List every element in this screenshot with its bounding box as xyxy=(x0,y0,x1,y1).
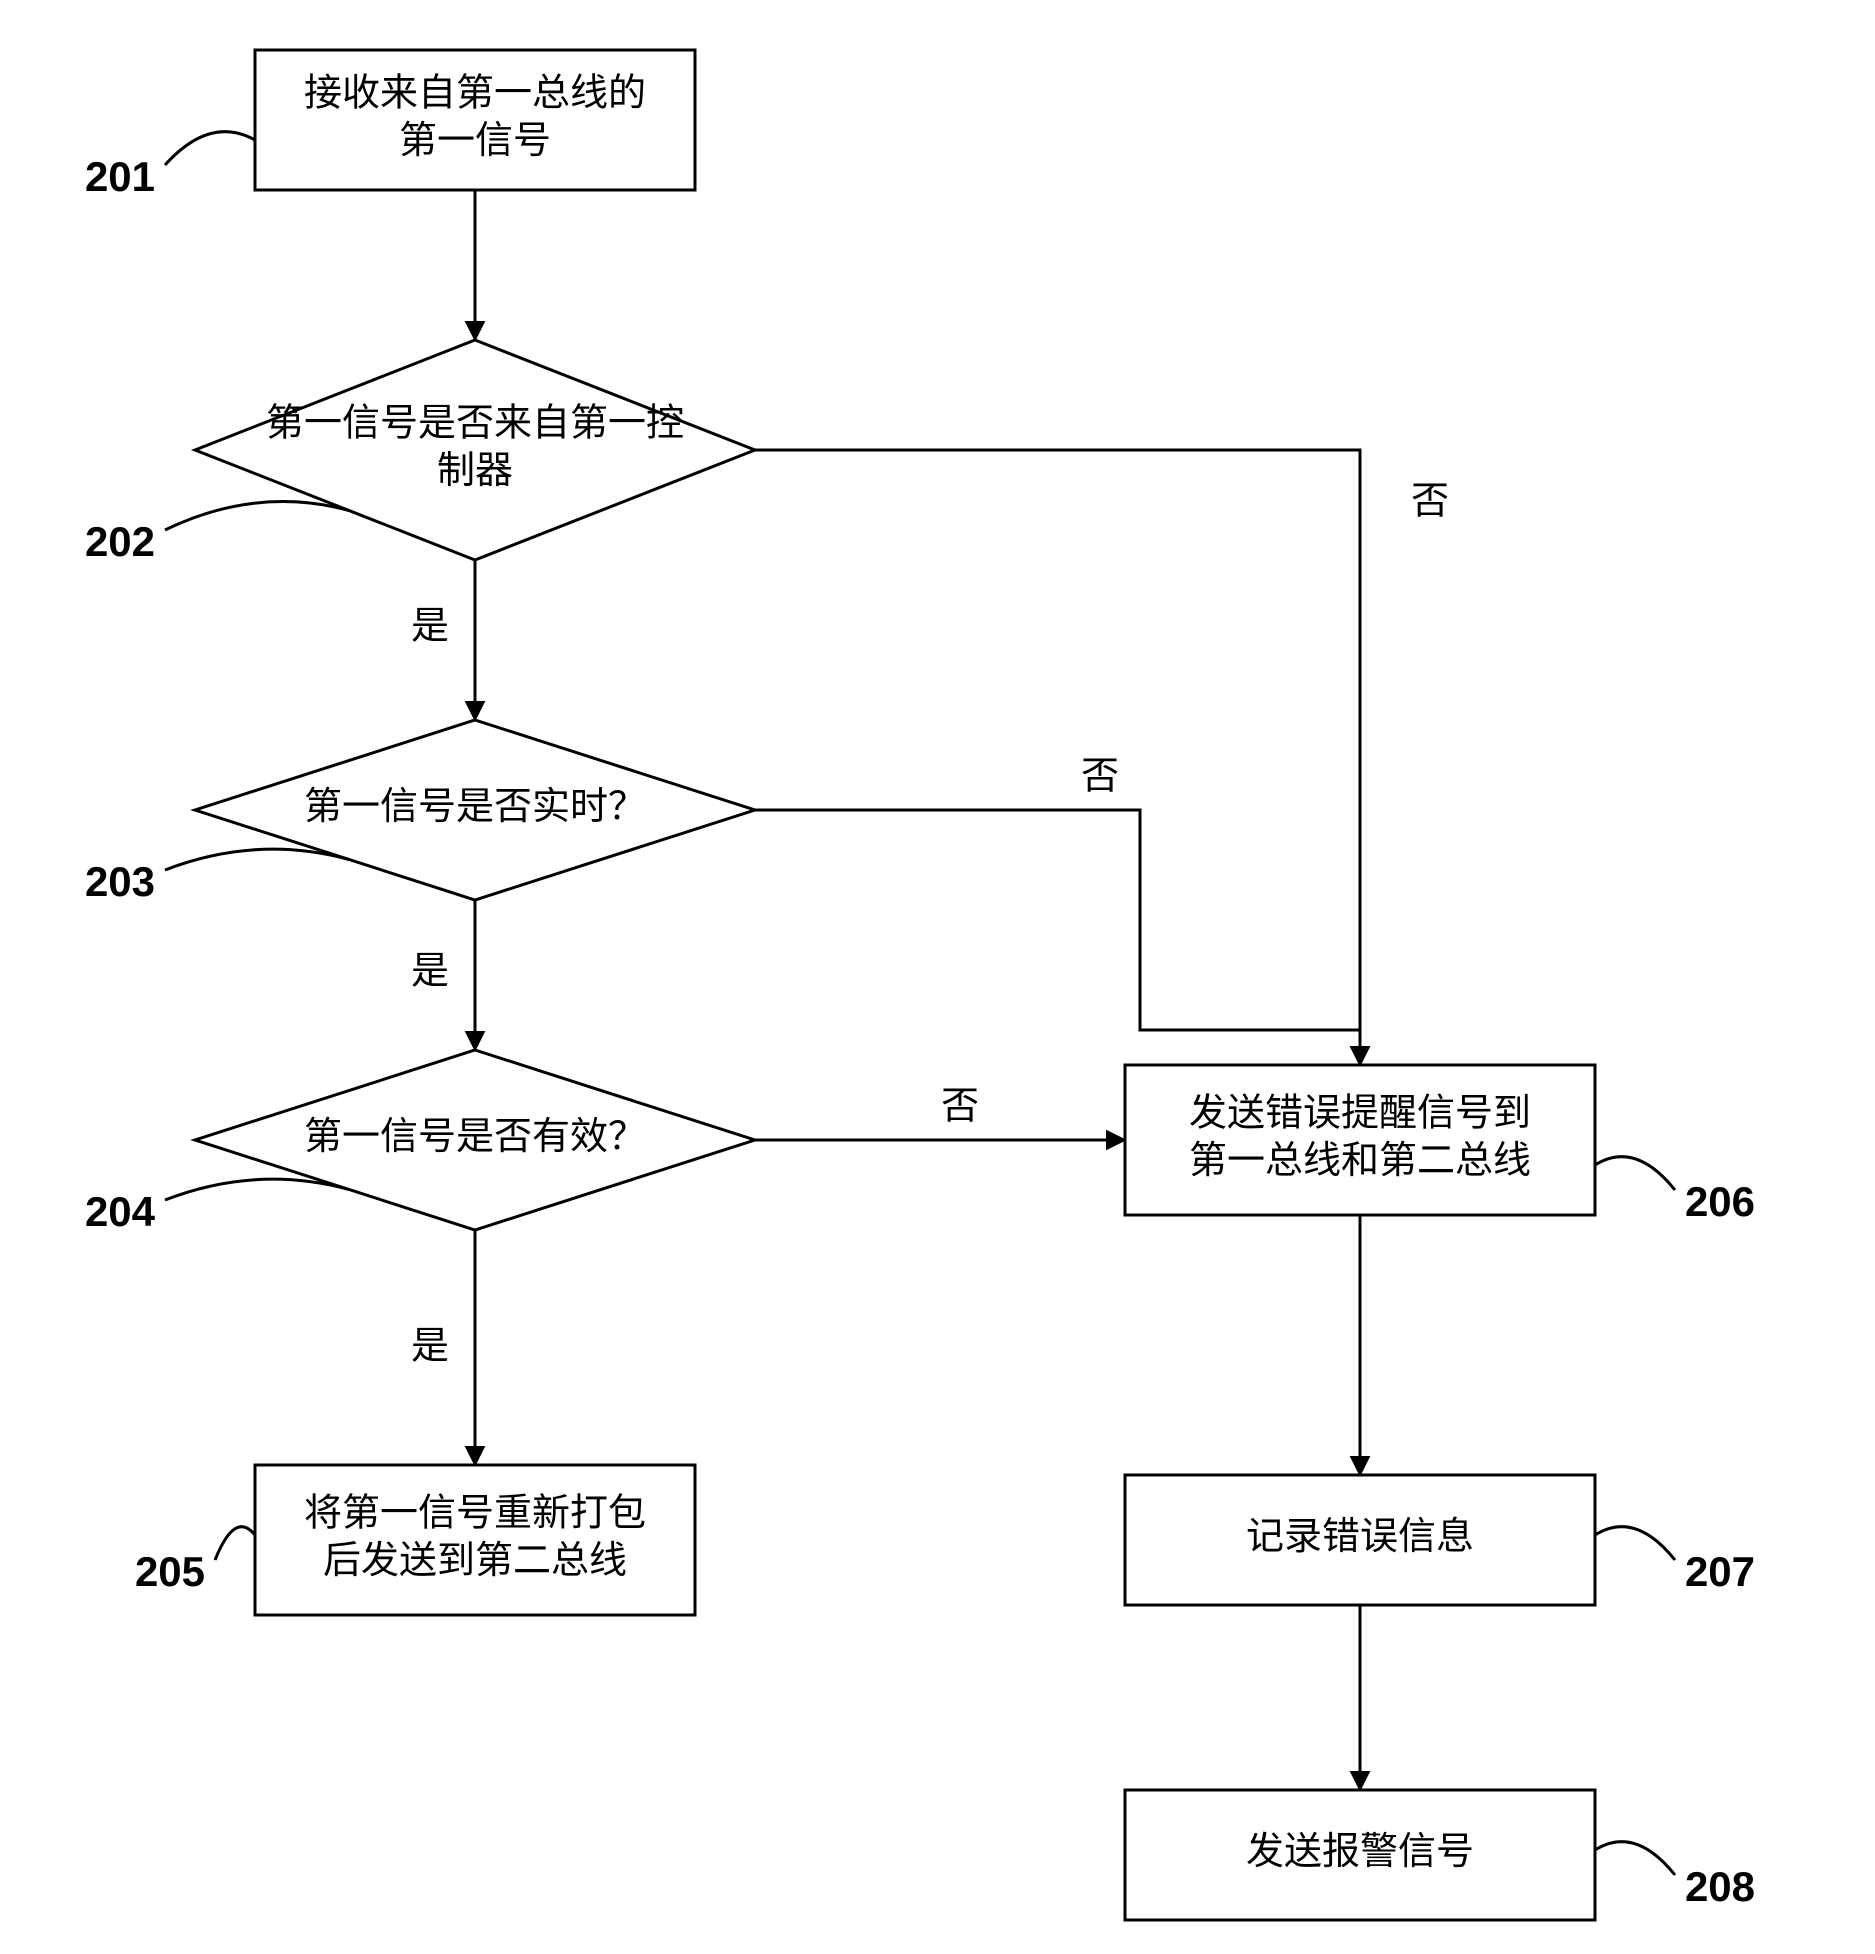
node-text-n208: 发送报警信号 xyxy=(1246,1831,1474,1873)
leader-203 xyxy=(165,849,349,870)
node-text-n207: 记录错误信息 xyxy=(1246,1516,1474,1558)
label-207: 207 xyxy=(1685,1548,1755,1595)
leader-204 xyxy=(165,1179,349,1200)
edge-label-n202-n206: 否 xyxy=(1411,481,1449,523)
label-202: 202 xyxy=(85,518,155,565)
label-203: 203 xyxy=(85,858,155,905)
edge-label-n203-n204: 是 xyxy=(411,951,449,993)
node-text-n204: 第一信号是否有效？ xyxy=(304,1116,646,1158)
leader-205 xyxy=(215,1527,255,1560)
label-201: 201 xyxy=(85,153,155,200)
label-204: 204 xyxy=(85,1188,156,1235)
node-text-n203: 第一信号是否实时？ xyxy=(304,786,646,828)
leader-201 xyxy=(165,132,255,165)
edge-n203-n206 xyxy=(755,810,1360,1065)
label-206: 206 xyxy=(1685,1178,1755,1225)
edge-label-n202-n203: 是 xyxy=(411,606,449,648)
edge-label-n204-n205: 是 xyxy=(411,1326,449,1368)
leader-208 xyxy=(1595,1842,1675,1875)
leader-207 xyxy=(1595,1527,1675,1560)
label-205: 205 xyxy=(135,1548,205,1595)
edge-n202-n206 xyxy=(755,450,1360,1065)
edge-label-n204-n206: 否 xyxy=(941,1086,979,1128)
leader-206 xyxy=(1595,1157,1675,1190)
label-208: 208 xyxy=(1685,1863,1755,1910)
edge-label-n203-n206: 否 xyxy=(1081,756,1119,798)
leader-202 xyxy=(165,502,349,530)
